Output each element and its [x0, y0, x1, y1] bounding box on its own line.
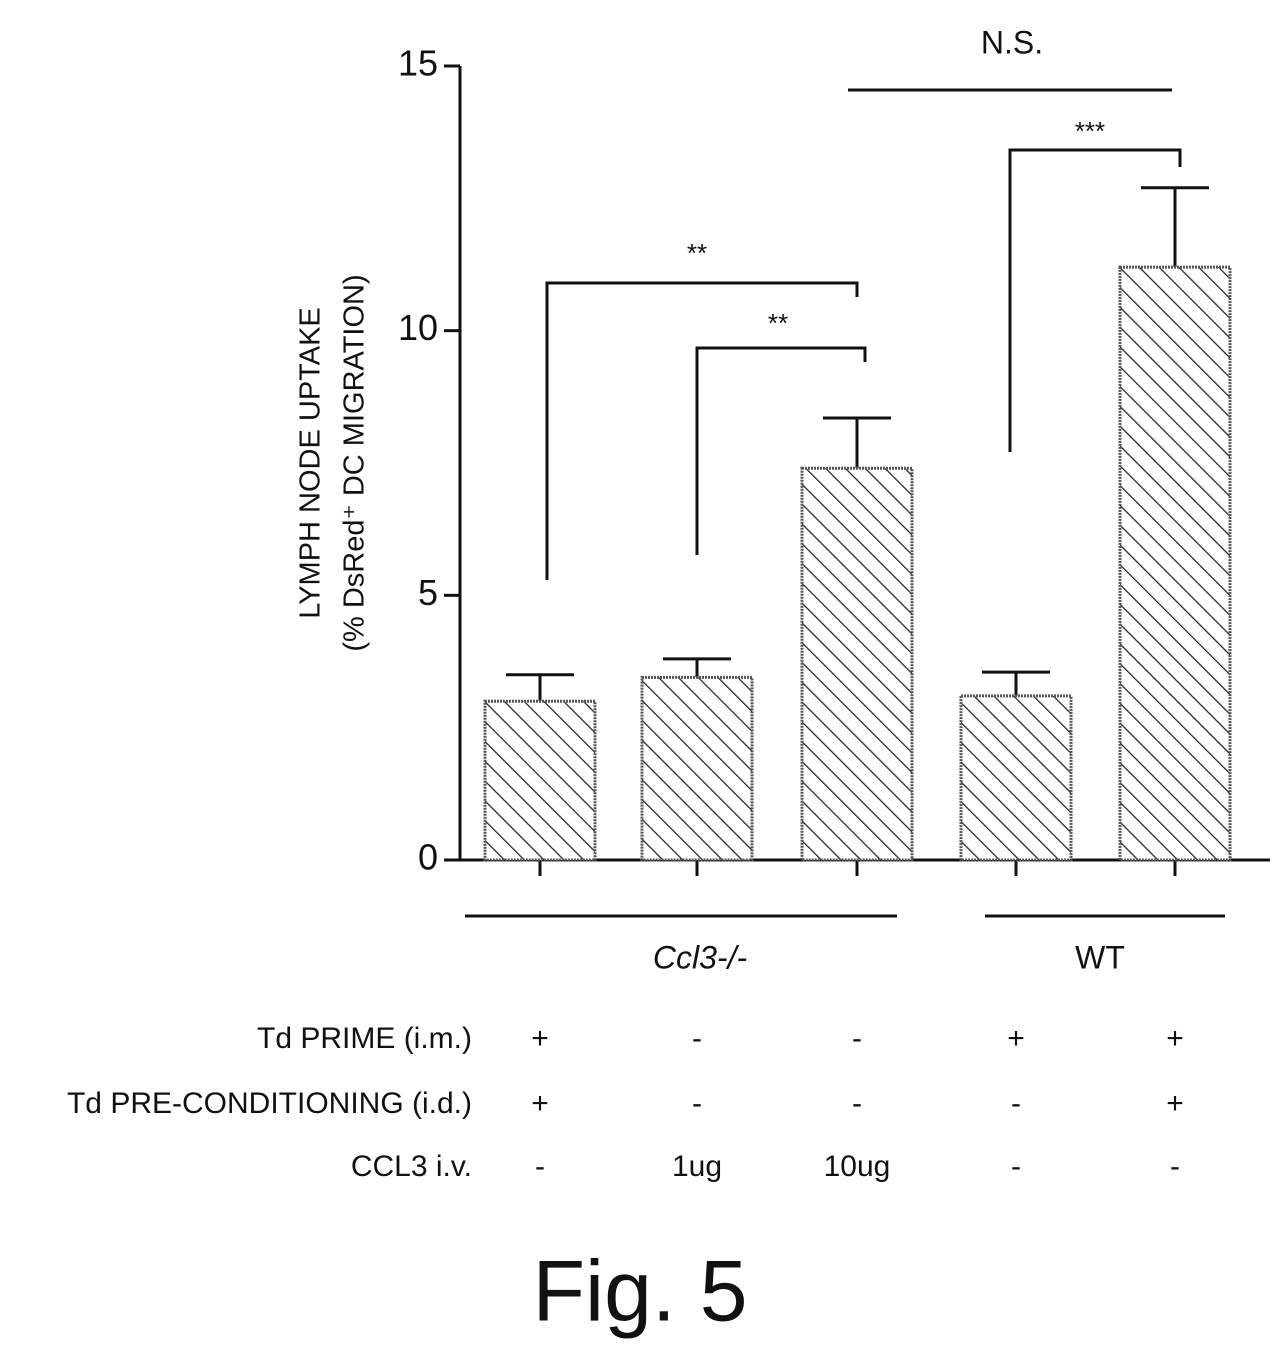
- bar: [642, 677, 752, 860]
- bar: [1120, 267, 1230, 860]
- condition-value: 1ug: [672, 1150, 722, 1183]
- bar: [802, 468, 912, 860]
- y-tick-label: 15: [398, 43, 438, 84]
- condition-value: -: [692, 1087, 702, 1120]
- condition-label: CCL3 i.v.: [351, 1150, 472, 1183]
- condition-label: Td PRIME (i.m.): [257, 1022, 472, 1055]
- condition-value: +: [531, 1022, 549, 1055]
- bar: [485, 701, 595, 860]
- significance-label: ***: [1075, 116, 1105, 146]
- group-label: Ccl3-/-: [653, 939, 747, 975]
- condition-value: 10ug: [824, 1150, 891, 1183]
- group-label: WT: [1075, 939, 1125, 975]
- significance-label: **: [768, 308, 788, 338]
- condition-value: -: [1011, 1087, 1021, 1120]
- condition-value: +: [1166, 1022, 1184, 1055]
- condition-value: +: [1166, 1087, 1184, 1120]
- y-tick-label: 5: [418, 572, 438, 613]
- condition-value: -: [852, 1087, 862, 1120]
- condition-value: -: [852, 1022, 862, 1055]
- condition-label: Td PRE-CONDITIONING (i.d.): [67, 1087, 472, 1120]
- significance-label: **: [687, 238, 707, 268]
- condition-value: -: [692, 1022, 702, 1055]
- condition-value: -: [1170, 1150, 1180, 1183]
- condition-value: -: [1011, 1150, 1021, 1183]
- caption: Fig. 5: [532, 1244, 747, 1340]
- y-axis-label: LYMPH NODE UPTAKE: [295, 307, 327, 619]
- significance-label: N.S.: [981, 24, 1043, 60]
- y-tick-label: 0: [418, 837, 438, 878]
- condition-value: -: [535, 1150, 545, 1183]
- y-tick-label: 10: [398, 307, 438, 348]
- y-axis-label: (% DsRed⁺ DC MIGRATION): [339, 274, 371, 651]
- condition-value: +: [531, 1087, 549, 1120]
- condition-value: +: [1007, 1022, 1025, 1055]
- bar: [961, 696, 1071, 860]
